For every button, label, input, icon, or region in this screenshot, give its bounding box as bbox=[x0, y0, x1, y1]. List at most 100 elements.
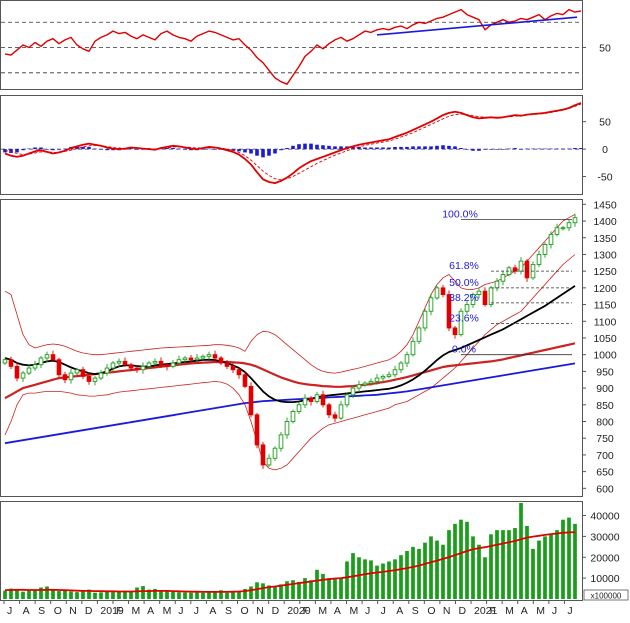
x-axis-tick-label: 2020 bbox=[287, 605, 311, 617]
macd-histogram-bar bbox=[387, 147, 391, 150]
volume-bar bbox=[453, 523, 457, 599]
price-candle-body bbox=[224, 362, 230, 367]
x-axis-tick-label: A bbox=[147, 605, 154, 617]
price-candle-body bbox=[458, 310, 464, 336]
x-axis-tick-label: A bbox=[334, 605, 341, 617]
volume-bar bbox=[45, 586, 49, 599]
price-candle-body bbox=[104, 367, 110, 374]
macd-histogram-bar bbox=[267, 149, 271, 156]
x-axis-tick-label: F bbox=[303, 605, 309, 617]
volume-bar bbox=[555, 530, 559, 599]
x-axis-tick-label: D bbox=[272, 605, 280, 617]
macd-histogram-bar bbox=[441, 145, 445, 150]
price-candle-body bbox=[464, 304, 470, 312]
volume-bar bbox=[399, 555, 403, 599]
x-axis-tick-label: N bbox=[443, 605, 451, 617]
volume-bar bbox=[303, 578, 307, 599]
volume-bar bbox=[483, 557, 487, 599]
rsi-panel-frame bbox=[0, 0, 583, 90]
macd-histogram-bar bbox=[339, 146, 343, 150]
volume-bar bbox=[15, 589, 19, 599]
price-candle-body bbox=[176, 359, 182, 364]
fibonacci-level-label: 61.8% bbox=[449, 260, 479, 272]
volume-bar bbox=[105, 591, 109, 599]
price-candle-body bbox=[14, 365, 20, 379]
volume-bar bbox=[321, 573, 325, 599]
macd-line bbox=[4, 102, 582, 185]
volume-bar bbox=[171, 591, 175, 599]
macd-histogram-bar bbox=[573, 148, 577, 150]
price-candle-body bbox=[560, 227, 566, 230]
price-candle-body bbox=[62, 374, 68, 381]
rsi-line bbox=[4, 8, 582, 85]
volume-axis-tick-label-0: 40000 bbox=[590, 511, 619, 523]
macd-histogram-bar bbox=[525, 148, 529, 150]
price-candle-body bbox=[74, 369, 80, 374]
price-candle-body bbox=[272, 447, 278, 459]
macd-histogram-bar bbox=[291, 145, 295, 150]
price-candle-body bbox=[380, 375, 386, 379]
price-candle-body bbox=[2, 359, 8, 364]
volume-bar bbox=[447, 530, 451, 599]
x-axis-tick-label: S bbox=[412, 605, 419, 617]
macd-histogram-bar bbox=[447, 145, 451, 150]
price-candle-body bbox=[80, 369, 86, 377]
price-candle-body bbox=[230, 365, 236, 371]
macd-histogram-bar bbox=[135, 149, 139, 150]
macd-axis-tick-label-0: 50 bbox=[599, 117, 611, 129]
volume-bar bbox=[543, 536, 547, 599]
price-candle-body bbox=[320, 394, 326, 406]
price-candle-body bbox=[50, 354, 56, 361]
volume-bar bbox=[159, 591, 163, 599]
macd-histogram-bar bbox=[33, 147, 37, 150]
price-candle-body bbox=[416, 327, 422, 342]
fibonacci-level-label: 50.0% bbox=[449, 277, 479, 289]
price-candle-body bbox=[278, 434, 284, 449]
macd-histogram-bar bbox=[285, 148, 289, 150]
macd-histogram-bar bbox=[537, 148, 541, 150]
price-candle-body bbox=[188, 357, 194, 361]
volume-axis-tick-label-3: 10000 bbox=[590, 573, 619, 585]
volume-bar bbox=[507, 530, 511, 599]
price-candle-body bbox=[242, 374, 248, 387]
macd-histogram-bar bbox=[405, 146, 409, 150]
price-candle-body bbox=[146, 362, 152, 367]
price-candle-body bbox=[392, 369, 398, 376]
macd-histogram-bar bbox=[189, 149, 193, 151]
macd-histogram-bar bbox=[165, 148, 169, 150]
volume-bar bbox=[333, 579, 337, 599]
macd-histogram-bar bbox=[111, 149, 115, 151]
volume-bar bbox=[237, 590, 241, 599]
macd-histogram-bar bbox=[105, 149, 109, 151]
volume-unit-box bbox=[583, 589, 629, 601]
macd-histogram-bar bbox=[393, 146, 397, 150]
x-axis-tick-label: M bbox=[536, 605, 545, 617]
price-candle-body bbox=[152, 360, 158, 364]
volume-bar bbox=[201, 592, 205, 599]
macd-panel: 50 0 -50 bbox=[1, 102, 613, 185]
volume-bar bbox=[165, 591, 169, 599]
price-candle-body bbox=[182, 357, 188, 361]
price-axis-tick-label-5: 1200 bbox=[593, 283, 617, 295]
macd-histogram-bar bbox=[579, 148, 583, 150]
volume-bar bbox=[513, 528, 517, 599]
price-candle-body bbox=[116, 360, 122, 364]
macd-histogram-bar bbox=[45, 149, 49, 150]
price-candle-body bbox=[32, 364, 38, 369]
price-candle-body bbox=[434, 287, 440, 299]
price-candle-body bbox=[440, 287, 446, 295]
price-candle-body bbox=[374, 377, 380, 382]
volume-bar bbox=[537, 540, 541, 599]
macd-histogram-bar bbox=[93, 148, 97, 150]
price-axis-tick-label-16: 650 bbox=[596, 467, 614, 479]
price-axis-tick-label-1: 1400 bbox=[593, 216, 617, 228]
macd-histogram-bar bbox=[9, 149, 13, 153]
price-axis-tick-label-12: 850 bbox=[596, 400, 614, 412]
price-candle-body bbox=[296, 404, 302, 412]
volume-bar bbox=[21, 591, 25, 599]
price-candle-body bbox=[446, 294, 452, 329]
volume-bar bbox=[147, 589, 151, 599]
volume-bar bbox=[327, 578, 331, 599]
macd-histogram-bar bbox=[75, 146, 79, 150]
